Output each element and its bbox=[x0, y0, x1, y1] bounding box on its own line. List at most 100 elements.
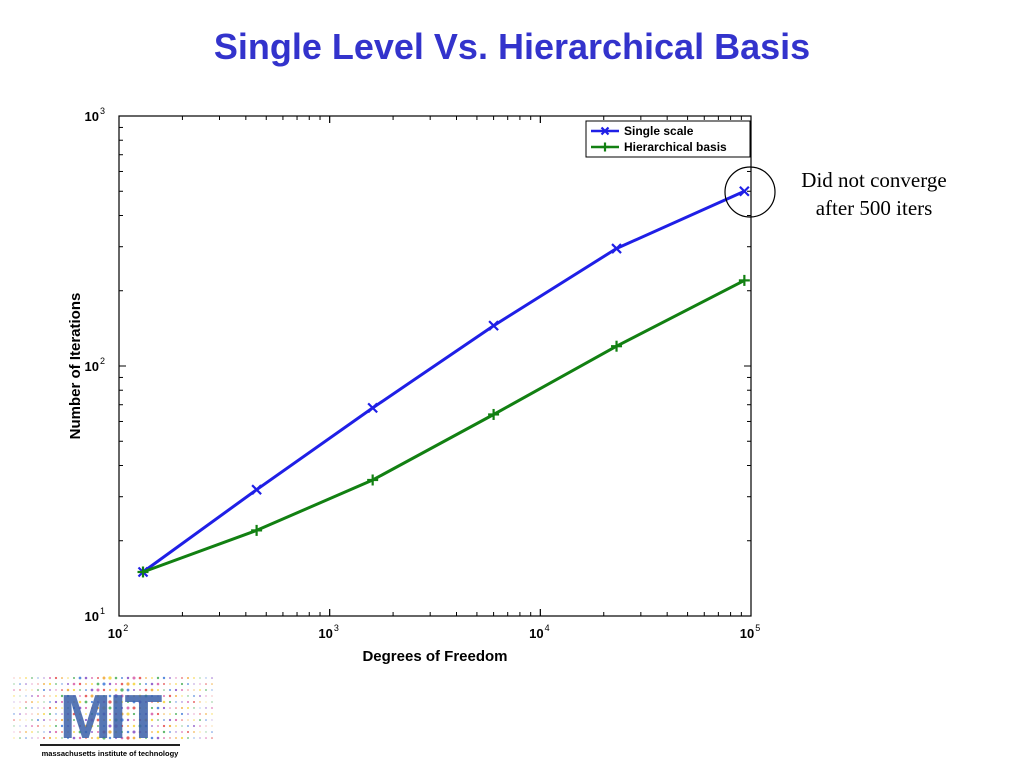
logo-dot bbox=[96, 718, 100, 722]
logo-dot bbox=[156, 736, 160, 740]
logo-dot bbox=[48, 706, 52, 710]
logo-dot bbox=[120, 706, 124, 710]
logo-dot bbox=[168, 718, 172, 722]
logo-dot bbox=[91, 731, 93, 733]
logo-dot bbox=[138, 676, 142, 680]
logo-dot bbox=[181, 689, 183, 691]
logo-dot bbox=[151, 701, 153, 703]
logo-dot bbox=[25, 707, 27, 709]
logo-dot bbox=[151, 731, 153, 733]
logo-dot bbox=[126, 730, 130, 734]
data-point-hierarchical-basis bbox=[367, 474, 379, 486]
logo-dot bbox=[84, 718, 88, 722]
logo-dot bbox=[139, 689, 141, 691]
logo-dot bbox=[114, 730, 118, 734]
logo-dot bbox=[181, 677, 183, 679]
logo-dot bbox=[54, 676, 58, 680]
logo-dot bbox=[114, 676, 118, 680]
logo-dot bbox=[19, 689, 21, 691]
logo-dot bbox=[114, 694, 118, 698]
logo-dot bbox=[150, 736, 154, 740]
logo-dot bbox=[37, 689, 39, 691]
logo-dot bbox=[60, 700, 64, 704]
logo-dot bbox=[168, 694, 172, 698]
y-tick-label: 10 1 bbox=[85, 606, 105, 624]
logo-dot bbox=[193, 737, 195, 739]
logo-dot bbox=[85, 689, 87, 691]
logo-dot bbox=[84, 700, 88, 704]
legend-label-single-scale: Single scale bbox=[624, 124, 694, 138]
logo-dot bbox=[199, 713, 201, 715]
logo-dot bbox=[162, 724, 166, 728]
logo-underline bbox=[40, 744, 180, 746]
data-point-hierarchical-basis bbox=[488, 408, 500, 420]
tick-label-exponent: 2 bbox=[100, 356, 105, 366]
logo-dot bbox=[180, 736, 184, 740]
logo-dot bbox=[37, 701, 39, 703]
logo-dot bbox=[186, 730, 190, 734]
logo-dot bbox=[31, 677, 33, 679]
legend-sample-single-scale bbox=[591, 126, 619, 136]
legend-marker bbox=[600, 126, 610, 136]
logo-dot bbox=[25, 737, 27, 739]
logo-dot bbox=[138, 730, 142, 734]
logo-dot bbox=[211, 737, 213, 739]
logo-dot bbox=[31, 737, 33, 739]
logo-dot bbox=[133, 719, 135, 721]
logo-dot bbox=[55, 683, 57, 685]
logo-dot bbox=[96, 712, 100, 716]
logo-dot bbox=[132, 736, 136, 740]
legend-box bbox=[585, 120, 751, 158]
logo-dot bbox=[19, 719, 21, 721]
data-point-single-scale bbox=[739, 185, 750, 197]
marker-stroke bbox=[611, 243, 622, 254]
logo-dot bbox=[205, 719, 207, 721]
logo-dot bbox=[132, 694, 136, 698]
legend-label-hierarchical-basis: Hierarchical basis bbox=[624, 140, 727, 154]
logo-dot bbox=[96, 706, 100, 710]
logo-dot bbox=[67, 707, 69, 709]
logo-dot bbox=[13, 677, 15, 679]
logo-dot bbox=[205, 701, 207, 703]
logo-dot bbox=[144, 688, 148, 692]
logo-dot bbox=[211, 689, 213, 691]
logo-dot bbox=[199, 731, 201, 733]
logo-dot bbox=[126, 700, 130, 704]
logo-dot bbox=[31, 719, 33, 721]
logo-dot bbox=[60, 718, 64, 722]
logo-dot bbox=[193, 677, 195, 679]
logo-dot bbox=[84, 694, 88, 698]
logo-dot bbox=[150, 706, 154, 710]
logo-dot bbox=[157, 719, 159, 721]
logo-dot bbox=[91, 737, 93, 739]
logo-dot bbox=[211, 677, 213, 679]
logo-dot bbox=[96, 694, 100, 698]
logo-dot bbox=[96, 730, 100, 734]
data-point-hierarchical-basis bbox=[137, 566, 149, 578]
y-axis-label: Number of Iterations bbox=[67, 293, 84, 440]
logo-dot bbox=[19, 695, 21, 697]
logo-dot bbox=[25, 689, 27, 691]
legend: Single scale Hierarchical basis bbox=[585, 120, 751, 158]
logo-dot bbox=[139, 683, 141, 685]
logo-dot bbox=[13, 683, 15, 685]
logo-dot bbox=[102, 706, 106, 710]
data-point-single-scale bbox=[251, 484, 262, 495]
logo-dot bbox=[156, 700, 160, 704]
logo-dot bbox=[211, 725, 213, 727]
logo-dot bbox=[49, 731, 51, 733]
logo-dot bbox=[67, 701, 69, 703]
logo-dot bbox=[13, 731, 15, 733]
logo-dot bbox=[199, 707, 201, 709]
logo-dot bbox=[114, 700, 118, 704]
logo-dot bbox=[85, 737, 87, 739]
tick-label-base: 10 bbox=[108, 626, 122, 641]
logo-dot bbox=[25, 713, 27, 715]
logo-dot bbox=[72, 730, 76, 734]
logo-dot bbox=[31, 713, 33, 715]
logo-dot bbox=[43, 725, 45, 727]
logo-dot bbox=[211, 695, 213, 697]
logo-dot bbox=[120, 718, 124, 722]
logo-dot bbox=[60, 694, 64, 698]
data-point-single-scale bbox=[367, 402, 378, 414]
